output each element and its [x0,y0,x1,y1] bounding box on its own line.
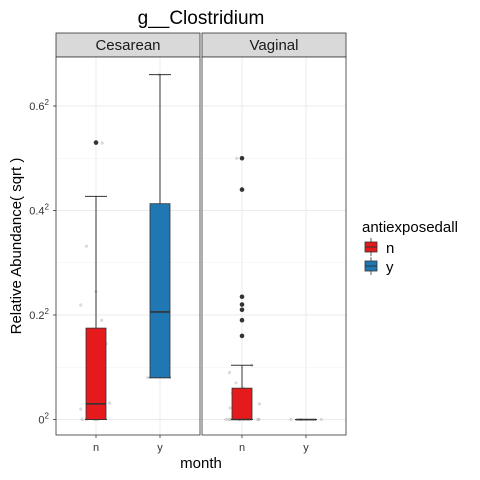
outlier-point [239,333,245,339]
jitter-point [80,417,84,422]
box-n [79,140,112,422]
strip-label: Vaginal [250,37,299,54]
legend-key-y: y [364,257,394,276]
x-tick-label: y [303,442,309,454]
jitter-point [257,402,262,406]
y-tick-label: 02 [38,412,49,427]
legend-key-n: n [364,238,394,257]
y-axis-title: Relative Abundance( sqrt ) [8,158,25,335]
strip-cesarean [55,32,201,58]
legend: antiexposedall ny [362,219,458,276]
y-tick-label: 0.22 [29,307,49,322]
outlier-point [239,155,245,161]
legend-title: antiexposedall [362,219,458,236]
jitter-point [234,381,238,385]
jitter-point [226,417,230,422]
outlier-point [239,302,245,307]
legend-label: y [386,259,394,276]
outlier-point [239,187,245,192]
y-axis: 02 0.22 0.42 0.62 [29,98,56,427]
jitter-point [228,406,232,410]
jitter-point [227,370,232,375]
jitter-point [100,318,104,322]
jitter-point [224,417,228,422]
jitter-point [108,401,112,405]
outlier-point [239,294,245,300]
jitter-point [319,417,323,422]
jitter-point [235,156,239,160]
jitter-point [79,303,83,307]
jitter-point [84,244,89,248]
x-tick-label: y [157,442,163,454]
panel-vaginal: Vaginal [201,32,347,436]
panel-cesarean: Cesarean [55,32,201,436]
outlier-point [239,317,245,323]
panel-background [56,57,200,435]
box-n [224,155,262,422]
panel-border [201,56,347,436]
x-tick-label: n [93,442,99,454]
jitter-point [146,376,150,380]
box-y [289,417,323,422]
panel-background [202,57,346,435]
y-tick-label: 0.42 [29,203,49,218]
x-tick-label: n [239,442,245,454]
jitter-point [100,141,104,145]
box-iqr [231,387,253,420]
box-iqr [149,203,171,379]
x-axis-title: month [180,455,222,472]
jitter-point [289,417,293,422]
strip-label: Cesarean [95,37,160,54]
box-iqr [85,327,107,420]
legend-items: ny [364,238,394,276]
jitter-point [79,407,83,411]
jitter-point [256,417,261,422]
strip-vaginal [201,32,347,58]
chart-title: g__Clostridium [138,8,265,29]
y-tick-label: 0.62 [29,98,49,113]
box-y [146,73,171,380]
legend-label: n [386,240,394,257]
outlier-point [239,307,245,313]
panels: Cesarean Vaginal [55,32,347,436]
panel-border [55,56,201,436]
outlier-point [93,140,99,145]
